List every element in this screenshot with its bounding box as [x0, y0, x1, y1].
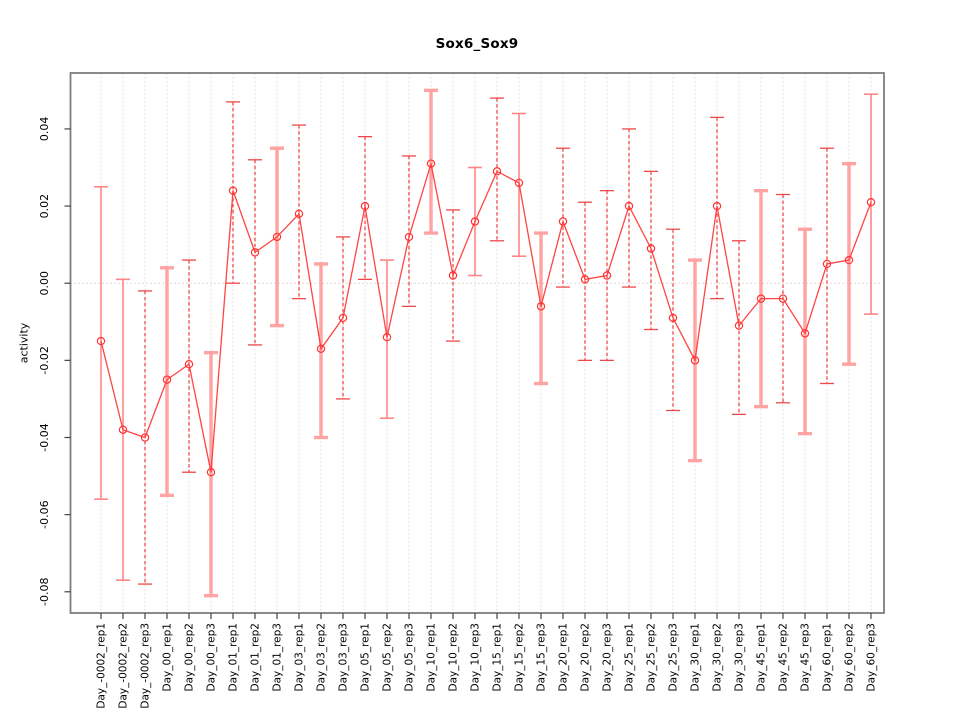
- x-tick-label: Day_00_rep3: [206, 623, 218, 692]
- data-point-marker: [580, 275, 590, 284]
- x-tick-label: Day_-0002_rep1: [96, 623, 108, 709]
- x-tick-label: Day_60_rep3: [866, 623, 878, 692]
- data-point-marker: [602, 271, 612, 280]
- y-tick-label: 0.04: [38, 117, 51, 142]
- data-point-marker: [646, 244, 656, 253]
- x-tick-label: Day_03_rep2: [316, 623, 328, 692]
- x-tick-label: Day_25_rep3: [668, 623, 680, 692]
- x-tick-label: Day_-0002_rep3: [140, 623, 152, 709]
- x-tick-label: Day_03_rep3: [338, 623, 350, 692]
- data-point-marker: [162, 375, 172, 384]
- x-tick-label: Day_45_rep3: [800, 623, 812, 692]
- x-tick-label: Day_01_rep3: [272, 623, 284, 692]
- data-point-marker: [536, 302, 546, 311]
- data-point-marker: [712, 201, 722, 211]
- y-tick-label: -0.08: [38, 578, 51, 606]
- x-tick-label: Day_05_rep3: [404, 623, 416, 692]
- data-point-marker: [250, 248, 260, 257]
- x-tick-label: Day_15_rep2: [514, 623, 526, 692]
- data-point-marker: [800, 329, 810, 338]
- chart-title: Sox6_Sox9: [435, 36, 519, 52]
- data-point-marker: [866, 198, 876, 207]
- data-point-marker: [470, 217, 480, 226]
- x-tick-label: Day_45_rep1: [756, 623, 768, 692]
- x-tick-label: Day_00_rep2: [184, 623, 196, 692]
- x-tick-label: Day_15_rep1: [492, 623, 504, 692]
- x-tick-label: Day_20_rep3: [602, 623, 614, 692]
- data-point-marker: [360, 201, 370, 211]
- data-point-marker: [272, 232, 282, 242]
- x-tick-label: Day_60_rep2: [844, 623, 856, 692]
- x-tick-label: Day_30_rep3: [734, 623, 746, 692]
- series-line: [100, 163, 872, 473]
- x-tick-label: Day_25_rep1: [624, 623, 636, 692]
- x-tick-label: Day_20_rep2: [580, 623, 592, 692]
- data-point-marker: [448, 271, 458, 280]
- data-point-marker: [118, 425, 128, 434]
- data-point-marker: [382, 333, 392, 342]
- data-point-marker: [338, 313, 348, 323]
- x-tick-label: Day_03_rep1: [294, 623, 306, 692]
- x-tick-label: Day_15_rep3: [536, 623, 548, 692]
- x-tick-label: Day_05_rep1: [360, 623, 372, 692]
- y-tick-label: 0.00: [38, 271, 51, 296]
- data-point-marker: [228, 186, 238, 195]
- data-point-marker: [734, 321, 744, 330]
- plot-frame: [69, 72, 885, 614]
- x-tick-label: Day_45_rep2: [778, 623, 790, 692]
- data-point-marker: [778, 294, 788, 303]
- data-point-marker: [756, 294, 766, 303]
- data-point-marker: [404, 232, 414, 242]
- x-tick-label: Day_01_rep1: [228, 623, 240, 692]
- x-tick-label: Day_30_rep1: [690, 623, 702, 692]
- x-tick-label: Day_01_rep2: [250, 623, 262, 692]
- x-tick-label: Day_-0002_rep2: [118, 623, 130, 709]
- data-point-marker: [690, 356, 700, 365]
- x-tick-label: Day_30_rep2: [712, 623, 724, 692]
- x-tick-label: Day_10_rep2: [448, 623, 460, 692]
- y-tick-label: -0.04: [38, 423, 51, 451]
- y-tick-label: 0.02: [38, 194, 51, 219]
- data-point-marker: [316, 344, 326, 353]
- data-point-marker: [426, 159, 436, 168]
- data-point-marker: [206, 468, 216, 477]
- x-tick-label: Day_10_rep3: [470, 623, 482, 692]
- x-tick-label: Day_00_rep1: [162, 623, 174, 692]
- x-tick-label: Day_10_rep1: [426, 623, 438, 692]
- y-tick-label: -0.02: [38, 346, 51, 374]
- x-tick-label: Day_20_rep1: [558, 623, 570, 692]
- y-tick-label: -0.06: [38, 500, 51, 528]
- data-point-marker: [844, 255, 854, 265]
- data-point-marker: [492, 167, 502, 176]
- data-point-marker: [668, 313, 678, 323]
- data-point-marker: [140, 433, 150, 442]
- x-tick-label: Day_05_rep2: [382, 623, 394, 692]
- x-tick-label: Day_25_rep2: [646, 623, 658, 692]
- data-point-marker: [184, 360, 194, 369]
- data-point-marker: [514, 178, 524, 188]
- x-tick-label: Day_60_rep1: [822, 623, 834, 692]
- data-point-marker: [822, 259, 832, 269]
- data-point-marker: [558, 217, 568, 226]
- data-point-marker: [294, 209, 304, 218]
- data-point-marker: [624, 201, 634, 211]
- data-point-marker: [96, 336, 106, 346]
